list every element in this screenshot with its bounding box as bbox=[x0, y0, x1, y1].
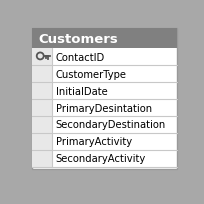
Text: SecondaryDestination: SecondaryDestination bbox=[56, 120, 166, 130]
Bar bbox=[32, 83, 52, 100]
Text: Customers: Customers bbox=[38, 33, 118, 45]
Bar bbox=[32, 29, 177, 49]
Text: PrimaryDesintation: PrimaryDesintation bbox=[56, 103, 152, 113]
Bar bbox=[32, 116, 52, 133]
Bar bbox=[32, 150, 52, 167]
Text: CustomerType: CustomerType bbox=[56, 69, 127, 79]
Text: ContactID: ContactID bbox=[56, 52, 105, 62]
Text: PrimaryActivity: PrimaryActivity bbox=[56, 137, 132, 147]
Bar bbox=[32, 49, 52, 66]
Bar bbox=[32, 100, 52, 116]
Text: InitialDate: InitialDate bbox=[56, 86, 108, 96]
Bar bbox=[32, 133, 52, 150]
Text: SecondaryActivity: SecondaryActivity bbox=[56, 154, 146, 164]
Bar bbox=[32, 29, 177, 169]
Bar bbox=[32, 66, 52, 83]
